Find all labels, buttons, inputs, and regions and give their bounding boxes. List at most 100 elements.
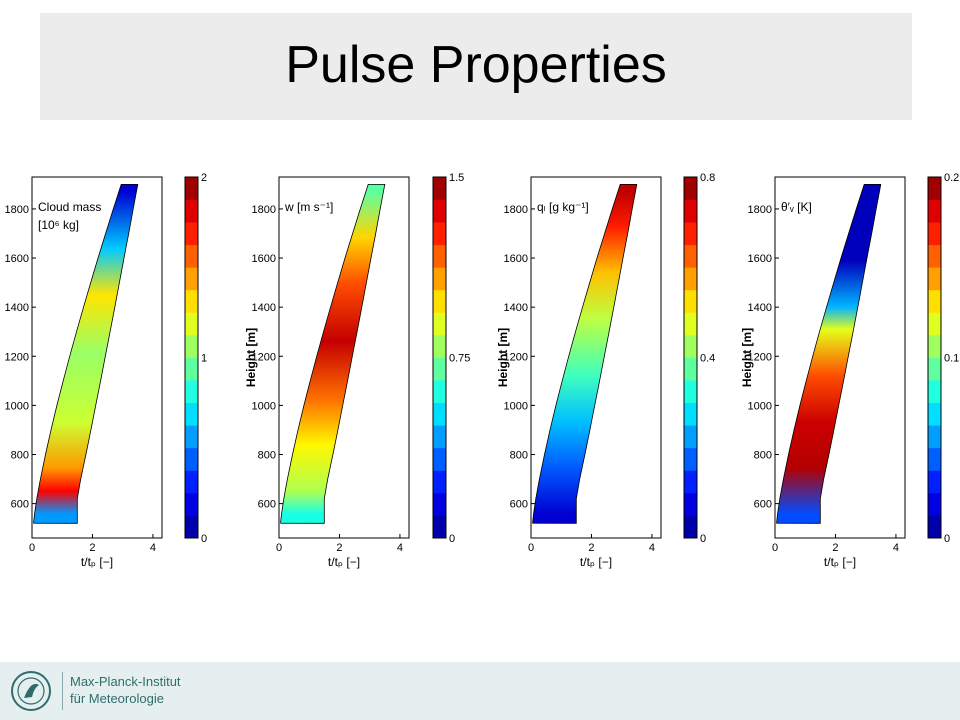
colorbar-segment: [928, 447, 941, 471]
y-tick-label: 1200: [504, 351, 528, 363]
colorbar-segment: [433, 199, 446, 223]
colorbar-segment: [928, 380, 941, 404]
institute-line-1: Max-Planck-Institut: [70, 674, 181, 689]
colorbar-segment: [185, 492, 198, 516]
y-tick-label: 1000: [504, 400, 528, 412]
colorbar-segment: [684, 244, 697, 268]
y-tick-label: 600: [258, 499, 276, 511]
colorbar-segment: [928, 402, 941, 426]
panel-annotation-unit: [10⁶ kg]: [38, 218, 79, 232]
x-tick-label: 0: [29, 542, 35, 554]
colorbar-frame: [927, 176, 942, 539]
panel-2: 0 2 4 600 800 1000 1200 1400 1600 1800 t/tₚ [−] Hei…: [244, 172, 470, 569]
colorbar-segment: [928, 199, 941, 223]
institute-name: Max-Planck-Institut für Meteorologie: [70, 673, 181, 707]
colorbar-segment: [684, 312, 697, 336]
x-tick-label: 2: [89, 542, 95, 554]
panel-annotation: θ′ᵥ [K]: [781, 200, 812, 214]
y-axis-label: Height [m]: [496, 328, 510, 387]
y-tick-label: 1400: [748, 302, 772, 314]
colorbar-segment: [185, 289, 198, 313]
y-tick-label: 1600: [5, 253, 29, 265]
colorbar-segment: [433, 334, 446, 358]
colorbar-segment: [185, 447, 198, 471]
colorbar-segment: [433, 380, 446, 404]
colorbar-segment: [684, 177, 697, 200]
y-tick-label: 800: [510, 450, 528, 462]
x-tick-label: 0: [528, 542, 534, 554]
y-tick-label: 1400: [5, 302, 29, 314]
y-tick-label: 1000: [252, 400, 276, 412]
colorbar-segment: [433, 492, 446, 516]
x-tick-label: 4: [649, 542, 655, 554]
x-axis-label: t/tₚ [−]: [824, 555, 856, 569]
y-tick-label: 1200: [252, 351, 276, 363]
footer: Max-Planck-Institut für Meteorologie: [0, 662, 960, 720]
colorbar-label: 0: [201, 533, 207, 545]
y-tick-label: 800: [754, 450, 772, 462]
panel-annotation: qₗ [g kg⁻¹]: [537, 200, 589, 214]
colorbar-segment: [684, 470, 697, 494]
colorbar-segment: [684, 425, 697, 449]
x-tick-label: 4: [397, 542, 403, 554]
colorbar-segment: [684, 334, 697, 358]
colorbar-segment: [185, 177, 198, 200]
colorbar-segment: [928, 492, 941, 516]
colorbar-segment: [433, 515, 446, 539]
data-band: [776, 184, 882, 524]
colorbar-segment: [684, 199, 697, 223]
x-tick-label: 0: [276, 542, 282, 554]
colorbar-segment: [433, 447, 446, 471]
institute-line-2: für Meteorologie: [70, 691, 164, 706]
y-tick-label: 600: [11, 499, 29, 511]
panel-1: 0 2 4 600 800 1000 1200 1400 1600 1800 t/tₚ [−] Clo…: [5, 172, 208, 569]
y-axis-label: Height [m]: [740, 328, 754, 387]
colorbar-segment: [684, 515, 697, 539]
colorbar-segment: [433, 177, 446, 200]
colorbar-segment: [684, 492, 697, 516]
colorbar-segment: [928, 289, 941, 313]
colorbar-segment: [433, 470, 446, 494]
colorbar-segment: [684, 380, 697, 404]
x-axis-label: t/tₚ [−]: [580, 555, 612, 569]
colorbar-label: 0.4: [700, 353, 715, 365]
colorbar-segment: [433, 289, 446, 313]
y-tick-label: 1600: [504, 253, 528, 265]
y-tick-label: 1600: [252, 253, 276, 265]
colorbar-segment: [928, 515, 941, 539]
colorbar-segment: [185, 312, 198, 336]
colorbar-segment: [185, 380, 198, 404]
colorbar-label: 0.8: [700, 172, 715, 184]
colorbar-segment: [928, 470, 941, 494]
colorbar-segment: [928, 222, 941, 246]
data-band: [33, 184, 139, 524]
colorbar-segment: [684, 289, 697, 313]
colorbar-label: 0.1: [944, 353, 959, 365]
colorbar-segment: [684, 357, 697, 381]
colorbar-segment: [185, 470, 198, 494]
y-tick-label: 600: [510, 499, 528, 511]
x-tick-label: 4: [150, 542, 156, 554]
y-tick-label: 1200: [748, 351, 772, 363]
page-title: Pulse Properties: [285, 36, 667, 94]
colorbar-label: 0: [449, 533, 455, 545]
colorbar-frame: [184, 176, 199, 539]
colorbar-label: 2: [201, 172, 207, 184]
colorbar-segment: [928, 357, 941, 381]
colorbar-frame: [683, 176, 698, 539]
colorbar-segment: [433, 312, 446, 336]
data-band: [280, 184, 386, 524]
colorbar-segment: [185, 199, 198, 223]
y-tick-label: 1800: [504, 204, 528, 216]
colorbar-segment: [433, 425, 446, 449]
data-band: [532, 184, 638, 524]
colorbar-segment: [684, 222, 697, 246]
colorbar-segment: [684, 447, 697, 471]
x-tick-label: 4: [893, 542, 899, 554]
x-tick-label: 2: [832, 542, 838, 554]
y-tick-label: 600: [754, 499, 772, 511]
colorbar-segment: [433, 267, 446, 291]
colorbar-segment: [433, 357, 446, 381]
colorbar-segment: [185, 402, 198, 426]
